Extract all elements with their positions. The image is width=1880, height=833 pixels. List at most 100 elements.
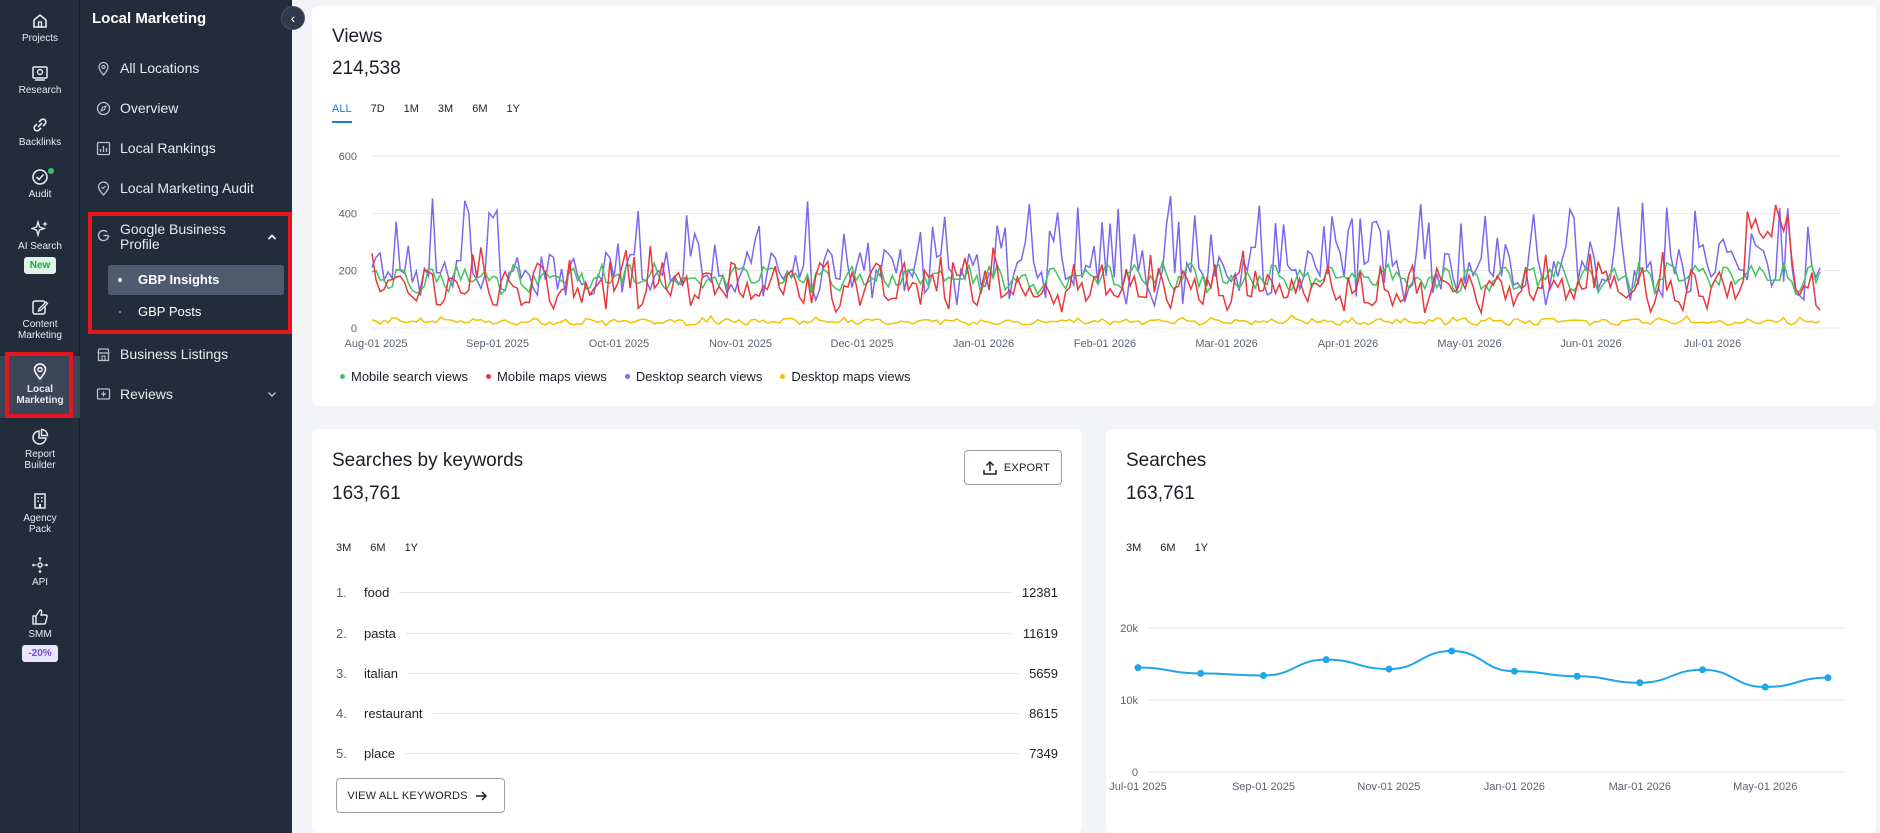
data-point[interactable] [1510,667,1518,675]
rail-item-ai-search[interactable]: AI Search New [0,220,80,274]
data-point[interactable] [1259,672,1267,680]
row-divider [405,752,1020,754]
x-tick-label: Dec-01 2025 [831,338,894,350]
tab-3m[interactable]: 3M [336,542,352,554]
tab-3m[interactable]: 3M [437,103,454,115]
rail-label: SMM [28,629,52,640]
sidebar-item-label: Overview [120,100,179,116]
tab-all[interactable]: ALL [332,103,352,123]
rail-label: Local Marketing [16,384,64,406]
sparkle-icon [31,220,48,238]
legend-item-mobile-search[interactable]: Mobile search views [340,369,468,384]
keywords-title: Searches by keywords [332,450,524,471]
data-point[interactable] [1824,674,1832,682]
row-divider [405,632,1013,634]
rail-item-audit[interactable]: Audit [0,168,80,200]
pin-icon [98,61,109,76]
local-marketing-sidebar: Local Marketing [80,0,292,833]
x-tick-label: Mar-01 2026 [1195,338,1257,350]
sidebar-item-label: Reviews [120,386,173,402]
rail-item-report-builder[interactable]: Report Builder [0,428,80,471]
rail-item-research[interactable]: Research [0,64,80,96]
keyword-term: italian [364,665,398,681]
sidebar-item-reviews[interactable]: Reviews [96,386,278,402]
sidebar-subitem-gbp-insights[interactable]: GBP Insights [138,272,220,287]
sidebar-item-all-locations[interactable]: All Locations [96,60,286,76]
searches-chart: 20k 10k 0 Jul-01 2025 Sep-01 2025 Nov-01 2025… [1109,623,1846,793]
export-button[interactable]: EXPORT [964,450,1062,485]
tab-1y[interactable]: 1Y [1194,542,1209,554]
data-point[interactable] [1573,672,1581,680]
data-point[interactable] [1322,656,1330,664]
keyword-count: 5659 [1029,665,1058,681]
tab-3m[interactable]: 3M [1126,542,1142,554]
sidebar-item-local-marketing-audit[interactable]: Local Marketing Audit [96,180,286,196]
tab-1m[interactable]: 1M [403,103,419,115]
chevron-up-icon [267,234,277,240]
legend-item-desktop-search[interactable]: Desktop search views [624,369,762,384]
keywords-period-tabs: 3M 6M 1Y [336,542,437,560]
tab-6m[interactable]: 6M [1160,542,1176,554]
data-point[interactable] [1699,666,1707,674]
x-tick-label: May-01 2026 [1733,781,1797,793]
y-tick-label: 20k [1120,623,1138,635]
x-tick-label: Nov-01 2025 [1357,781,1420,793]
rail-item-api[interactable]: API [0,556,80,588]
sidebar-item-label: Local Rankings [120,140,216,156]
legend-item-desktop-maps[interactable]: Desktop maps views [780,369,911,384]
sidebar-item-local-rankings[interactable]: Local Rankings [96,140,286,156]
x-tick-label: Sep-01 2025 [1232,781,1295,793]
x-tick-label: Jan-01 2026 [1484,781,1545,793]
rail-item-local-marketing[interactable]: Local Marketing [0,356,80,418]
rail-label: Agency Pack [23,513,57,535]
sidebar-item-overview[interactable]: Overview [96,100,286,116]
collapse-sidebar-button[interactable]: ‹ [281,6,305,30]
data-point[interactable] [1385,665,1393,673]
x-tick-label: Mar-01 2026 [1609,781,1671,793]
rail-item-smm[interactable]: SMM -20% [0,608,80,662]
sidebar-title: Local Marketing [92,10,207,27]
data-point[interactable] [1197,669,1205,677]
x-tick-label: Oct-01 2025 [589,338,650,350]
views-legend: Mobile search views Mobile maps views De… [340,369,929,384]
y-tick-label: 10k [1120,695,1138,707]
rail-item-agency-pack[interactable]: Agency Pack [0,492,80,535]
legend-dot [340,374,345,379]
tab-6m[interactable]: 6M [370,542,386,554]
view-all-keywords-button[interactable]: VIEW ALL KEYWORDS [336,778,505,813]
tab-1y[interactable]: 1Y [404,542,419,554]
sidebar-item-business-listings[interactable]: Business Listings [96,346,286,362]
sidebar-subitem-gbp-posts[interactable]: GBP Posts [138,304,202,319]
y-tick-label: 600 [339,151,357,163]
row-divider [399,591,1012,593]
data-point[interactable] [1448,647,1456,655]
location-pin-icon [33,363,47,381]
keyword-row: 2. pasta 11619 [336,623,1058,643]
legend-dot [780,374,786,379]
store-icon [97,347,110,361]
searches-by-keywords-card [312,429,1082,833]
row-number: 2. [336,625,347,641]
searches-line [1137,650,1829,689]
export-label: EXPORT [1003,461,1051,474]
tab-6m[interactable]: 6M [472,103,488,115]
data-point[interactable] [1636,679,1644,687]
chevron-down-icon [268,392,276,397]
rail-label: Backlinks [18,137,62,148]
highlight-box [5,352,73,418]
series-line [371,204,1821,316]
data-point[interactable] [1134,664,1142,672]
rail-item-backlinks[interactable]: Backlinks [0,116,80,148]
tab-7d[interactable]: 7D [370,103,385,115]
series-line [371,195,1821,309]
rail-item-projects[interactable]: Projects [0,12,80,44]
sidebar-item-google-business-profile[interactable]: Google Business Profile [96,222,278,252]
x-tick-label: Jun-01 2026 [1560,338,1621,350]
x-tick-label: May-01 2026 [1437,338,1501,350]
upload-icon [983,460,997,475]
legend-item-mobile-maps[interactable]: Mobile maps views [486,369,607,384]
rail-item-content-marketing[interactable]: Content Marketing [0,298,80,341]
row-divider [407,672,1020,674]
tab-1y[interactable]: 1Y [506,103,520,115]
data-point[interactable] [1761,683,1769,691]
